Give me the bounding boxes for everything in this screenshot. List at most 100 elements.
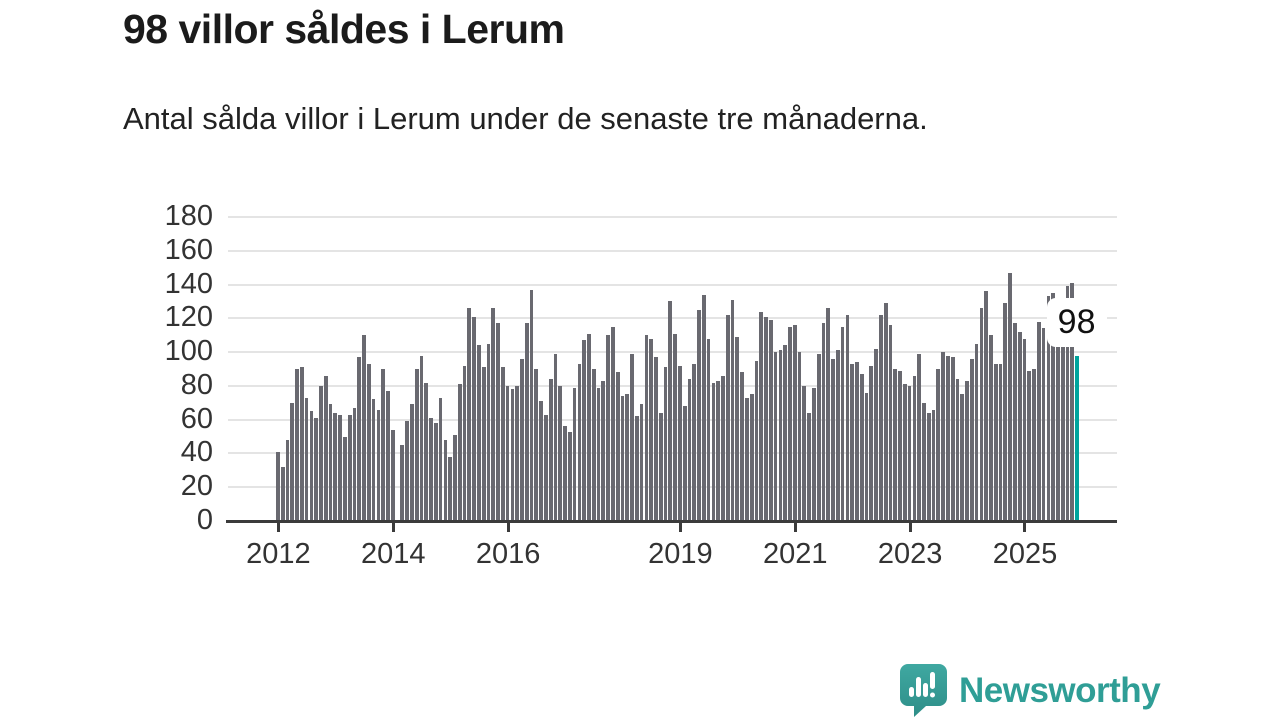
bar xyxy=(357,357,362,521)
bar xyxy=(864,392,869,521)
bar xyxy=(649,338,654,521)
bar xyxy=(443,439,448,521)
bar xyxy=(1051,293,1056,521)
bar xyxy=(821,323,826,521)
bar xyxy=(869,365,874,521)
bar xyxy=(591,369,596,521)
bar xyxy=(644,335,649,521)
bar xyxy=(596,387,601,521)
bar xyxy=(299,367,304,521)
bar xyxy=(280,466,285,521)
x-axis-tick-label: 2025 xyxy=(992,538,1058,570)
branding: Newsworthy xyxy=(900,664,1161,717)
bar xyxy=(496,323,500,521)
newsworthy-wordmark: Newsworthy xyxy=(959,670,1161,710)
x-axis-tick xyxy=(391,522,395,532)
bar xyxy=(974,343,979,521)
x-axis-tick-label: 2021 xyxy=(762,538,828,570)
bar xyxy=(309,411,314,521)
y-axis-tick-label: 100 xyxy=(164,335,213,368)
bar xyxy=(625,394,630,521)
bar xyxy=(788,326,792,521)
bar xyxy=(874,348,878,521)
bar xyxy=(912,375,917,521)
chart-subtitle: Antal sålda villor i Lerum under de sena… xyxy=(123,101,928,136)
bar xyxy=(390,429,395,521)
bar xyxy=(343,436,347,521)
bar xyxy=(907,385,912,521)
bar xyxy=(486,343,491,521)
bar xyxy=(716,380,721,521)
bar xyxy=(1022,338,1027,521)
bar xyxy=(639,404,644,521)
bar xyxy=(883,303,888,521)
bar xyxy=(745,397,749,521)
bar xyxy=(572,387,577,521)
bar xyxy=(831,358,835,521)
bar xyxy=(548,379,553,521)
bar xyxy=(1056,323,1060,521)
bar xyxy=(529,289,534,521)
bar xyxy=(917,353,922,521)
bar xyxy=(400,445,405,521)
bar xyxy=(960,394,965,521)
bar xyxy=(1013,323,1017,521)
bar xyxy=(936,369,941,521)
bar xyxy=(505,385,510,521)
y-axis-tick-label: 40 xyxy=(180,436,213,469)
bar xyxy=(630,353,634,521)
bar xyxy=(759,311,764,521)
bar xyxy=(754,360,759,521)
bar xyxy=(692,363,697,521)
gridline-y-60 xyxy=(228,418,1117,421)
bar xyxy=(835,350,840,521)
bar xyxy=(706,338,711,521)
bar xyxy=(922,402,926,521)
bar xyxy=(500,367,505,521)
bar xyxy=(587,333,591,521)
y-axis-tick-label: 120 xyxy=(164,301,213,334)
bar xyxy=(381,369,386,521)
x-axis-tick-label: 2019 xyxy=(648,538,713,570)
bar xyxy=(304,397,309,521)
bar xyxy=(697,309,701,521)
y-axis-tick-label: 140 xyxy=(164,267,213,300)
bar xyxy=(414,369,419,521)
bar xyxy=(582,340,587,521)
bar xyxy=(740,372,744,521)
bar xyxy=(979,308,984,521)
bar xyxy=(1060,343,1065,521)
bar xyxy=(673,333,677,521)
bar xyxy=(620,396,625,521)
bar xyxy=(941,352,945,521)
bar xyxy=(433,423,438,521)
bar xyxy=(668,301,673,521)
bar xyxy=(1070,282,1075,521)
bar xyxy=(611,326,615,521)
bar xyxy=(634,416,639,521)
bar xyxy=(276,451,280,521)
bar xyxy=(1032,369,1036,521)
bar xyxy=(898,370,902,521)
gridline-y-100 xyxy=(228,351,1117,354)
bar xyxy=(879,314,883,521)
bar xyxy=(615,372,620,521)
x-axis-tick xyxy=(908,522,912,532)
bar xyxy=(438,397,443,521)
bar xyxy=(290,402,295,521)
bar xyxy=(362,335,366,521)
bar xyxy=(577,363,582,521)
bar xyxy=(1008,272,1012,521)
y-axis-tick-label: 160 xyxy=(164,233,213,266)
y-axis-tick-label: 80 xyxy=(180,368,213,401)
x-axis-tick-label: 2012 xyxy=(246,538,311,570)
gridline-y-80 xyxy=(228,384,1117,387)
bar xyxy=(314,417,319,521)
bar xyxy=(481,367,486,521)
bar xyxy=(419,355,424,521)
bar xyxy=(955,379,960,521)
bar xyxy=(1036,321,1041,521)
bar xyxy=(802,385,807,521)
latest-value-annotation: 98 xyxy=(1046,298,1107,348)
